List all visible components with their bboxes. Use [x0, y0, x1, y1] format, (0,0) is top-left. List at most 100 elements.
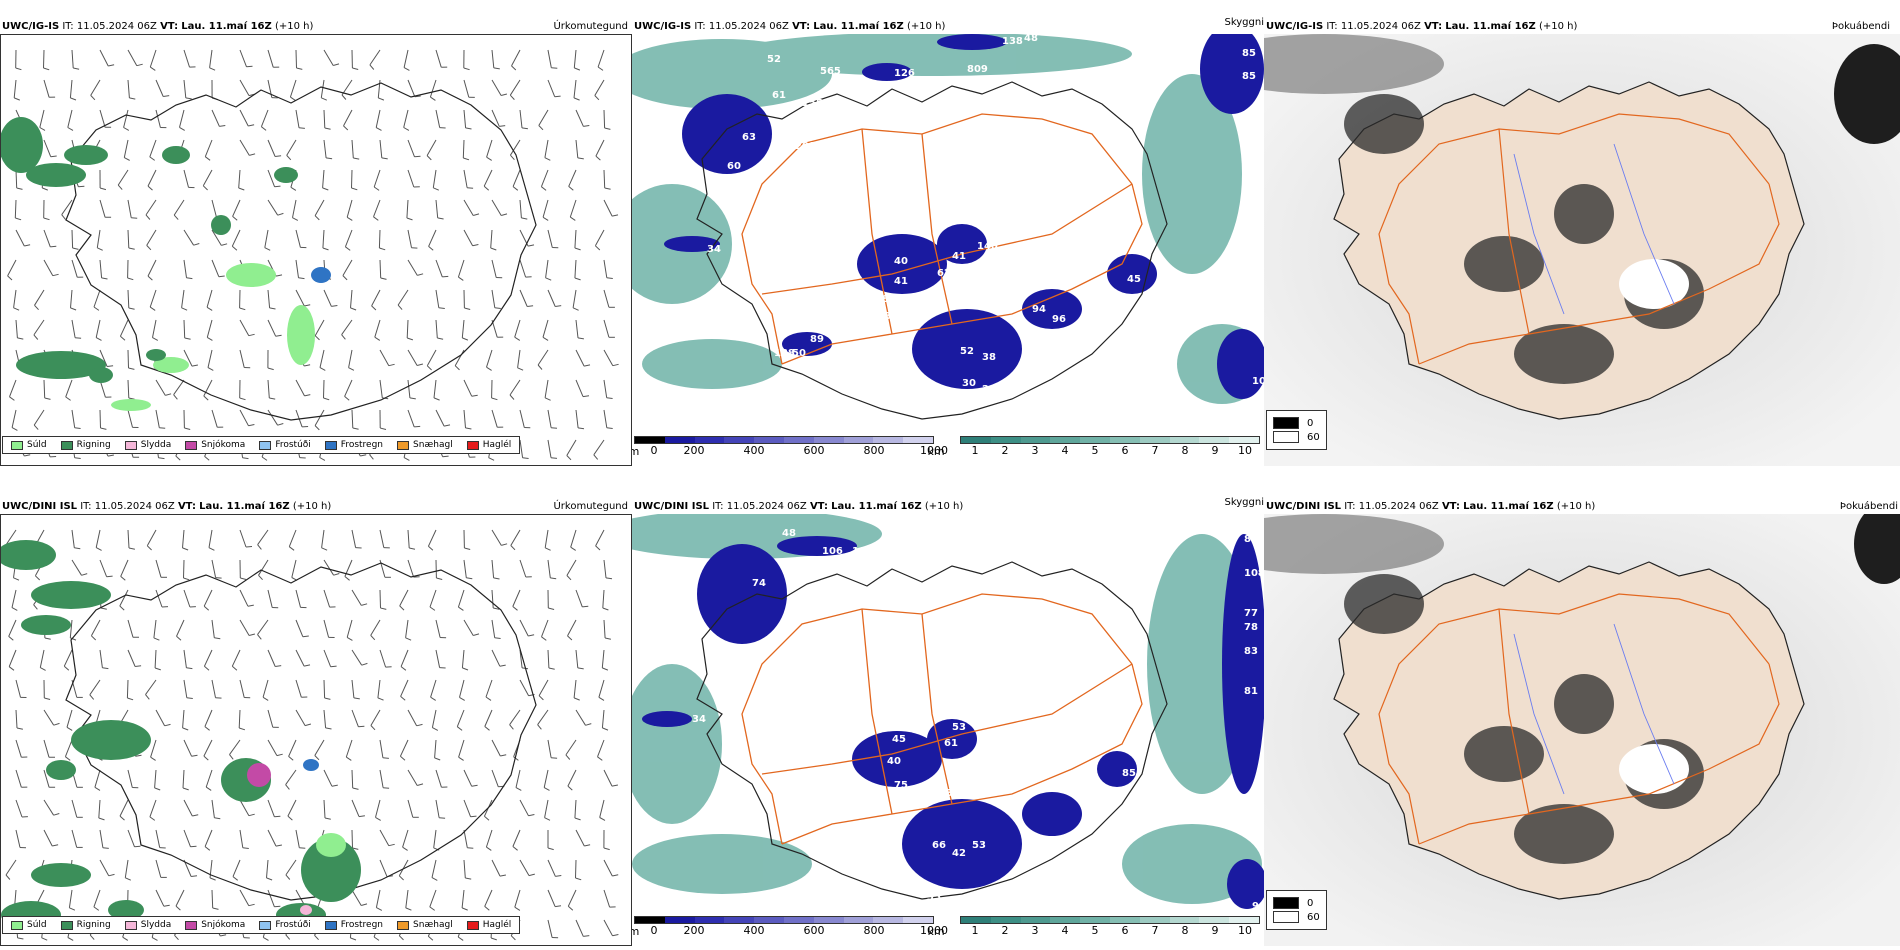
wind-barb-tick — [490, 937, 497, 941]
wind-barb — [155, 109, 161, 128]
wind-barb-tick — [344, 576, 350, 581]
wind-barb — [486, 139, 493, 158]
wind-barb-tick — [402, 846, 408, 851]
wind-barb — [566, 559, 577, 576]
wind-barb — [5, 529, 17, 546]
wind-barb — [126, 679, 129, 699]
wind-barb — [183, 349, 193, 367]
wind-barb-tick — [464, 547, 471, 550]
wind-barb-tick — [510, 545, 516, 551]
wind-barb-tick — [174, 934, 179, 941]
wind-barb — [575, 589, 583, 608]
vt-label: VT: — [177, 501, 196, 512]
wind-barb-tick — [350, 937, 357, 941]
precip-legend-item: Frostúði — [259, 920, 311, 930]
visibility-colorbar-tick-label: 9 — [1211, 444, 1219, 457]
precip-legend-swatch — [259, 440, 272, 450]
wind-barb-tick — [158, 457, 165, 460]
cloud-base-colorbar-tick-label: 1000 — [920, 444, 948, 457]
wind-barb — [351, 889, 362, 906]
wind-barb — [154, 769, 157, 788]
wind-barb — [149, 289, 157, 308]
cloud-base-colorbar-swatch — [843, 437, 874, 443]
wind-barb-tick — [89, 934, 95, 940]
precip-legend-label: Frostúði — [275, 440, 311, 450]
cloud-base-label: 80 — [992, 768, 1006, 779]
wind-barb-tick — [432, 727, 439, 731]
wind-barb-tick — [405, 907, 412, 911]
wind-barb-tick — [221, 243, 228, 246]
wind-barb — [267, 379, 270, 399]
precip-legend-swatch — [259, 920, 272, 930]
wind-barb — [182, 709, 185, 728]
wind-barb — [99, 409, 101, 429]
wind-barb — [379, 769, 384, 788]
wind-barb — [155, 889, 165, 907]
wind-barb-tick — [555, 305, 562, 307]
wind-barb-tick — [124, 157, 130, 161]
wind-barb — [127, 649, 136, 667]
wind-barb-tick — [53, 722, 60, 726]
wind-barb — [120, 559, 129, 577]
wind-barb-tick — [74, 547, 81, 550]
wind-barb — [285, 769, 297, 785]
wind-barb-tick — [135, 665, 142, 667]
wind-barb-tick — [296, 67, 303, 70]
visibility-colorbar-tick-label: 2 — [1001, 924, 1009, 937]
wind-barb — [547, 289, 556, 307]
wind-barb — [295, 829, 300, 848]
wind-barb — [491, 259, 497, 278]
visibility-colorbar-swatch — [1109, 437, 1140, 443]
wind-barb — [94, 769, 101, 788]
wind-barb-tick — [185, 97, 192, 100]
visibility-colorbar-swatch — [961, 917, 991, 923]
wind-barb — [323, 679, 326, 699]
wind-barb-tick — [488, 457, 495, 461]
panel-title: Skyggni — [1224, 17, 1264, 28]
lead-time: (+10 h) — [292, 501, 332, 512]
wind-barb-tick — [173, 214, 179, 220]
wind-barb-tick — [583, 935, 590, 937]
cloud-base-areas — [642, 534, 1264, 909]
wind-barb — [537, 709, 549, 725]
wind-barb — [375, 799, 381, 818]
wind-barb-tick — [245, 546, 253, 548]
wind-barb — [463, 199, 474, 216]
wind-barb — [183, 829, 191, 847]
wind-barb-tick — [191, 364, 198, 367]
wind-barb — [379, 349, 390, 366]
wind-barb — [429, 889, 437, 908]
wind-barb — [71, 559, 82, 576]
wind-barb-tick — [44, 397, 51, 400]
wind-barb — [322, 229, 325, 249]
wind-barb-tick — [43, 217, 50, 221]
wind-barb-tick — [127, 277, 134, 281]
wind-barb — [208, 529, 213, 548]
precip-legend-label: Súld — [27, 440, 47, 450]
wind-barb — [407, 409, 415, 428]
wind-barb — [515, 769, 521, 788]
wind-barb-tick — [248, 633, 256, 636]
cloud-base-colorbar-swatch — [694, 917, 725, 923]
wind-barb — [127, 829, 135, 847]
wind-barb — [127, 199, 132, 218]
wind-barb-tick — [466, 577, 473, 580]
wind-barb-tick — [604, 127, 611, 130]
wind-barb — [603, 259, 608, 278]
wind-barb-tick — [215, 577, 222, 579]
wind-barb — [399, 589, 409, 607]
wind-barb-tick — [302, 635, 309, 638]
wind-barb-tick — [100, 427, 107, 430]
fog-legend-label: 60 — [1307, 431, 1320, 443]
wind-barb — [597, 49, 605, 68]
wind-barb-tick — [205, 786, 212, 791]
wind-barb-tick — [350, 307, 357, 311]
cloud-base-colorbar-tick-label: 0 — [650, 444, 658, 457]
wind-barb-tick — [528, 814, 535, 817]
visibility-colorbar: 1 2 3 4 5 6 7 8 9 10 km — [927, 436, 1260, 458]
wind-barb-tick — [17, 337, 24, 340]
wind-barb-tick — [527, 305, 534, 307]
wind-barb-tick — [269, 307, 276, 310]
wind-barb-tick — [146, 545, 152, 551]
wind-barb — [541, 619, 549, 637]
